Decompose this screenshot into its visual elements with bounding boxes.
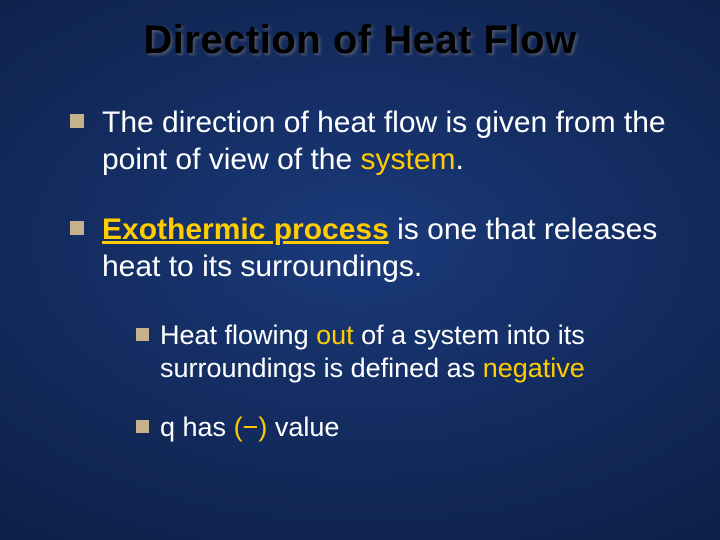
highlight-exothermic: Exothermic process (102, 213, 389, 246)
slide-title: Direction of Heat Flow (40, 18, 680, 63)
bullet-square-icon (136, 328, 149, 341)
text-fragment: Heat flowing (160, 320, 316, 350)
bullet-text-1: The direction of heat flow is given from… (102, 105, 680, 178)
text-fragment: q has (160, 412, 234, 442)
highlight-negative: negative (483, 353, 585, 383)
bullet-square-icon (136, 420, 149, 433)
sub-bullet-item-1: Heat flowing out of a system into its su… (136, 319, 680, 385)
sub-bullet-text-2: q has (−) value (160, 411, 680, 444)
bullet-item-2: Exothermic process is one that releases … (70, 212, 680, 285)
sub-bullet-text-1: Heat flowing out of a system into its su… (160, 319, 680, 385)
highlight-out: out (316, 320, 354, 350)
bullet-text-2: Exothermic process is one that releases … (102, 212, 680, 285)
sub-bullet-item-2: q has (−) value (136, 411, 680, 444)
text-fragment: value (267, 412, 339, 442)
slide: Direction of Heat Flow The direction of … (0, 0, 720, 540)
bullet-square-icon (70, 114, 84, 128)
highlight-system: system (361, 143, 456, 176)
text-fragment: . (456, 143, 464, 176)
bullet-square-icon (70, 221, 84, 235)
highlight-minus: (−) (234, 412, 268, 442)
bullet-item-1: The direction of heat flow is given from… (70, 105, 680, 178)
